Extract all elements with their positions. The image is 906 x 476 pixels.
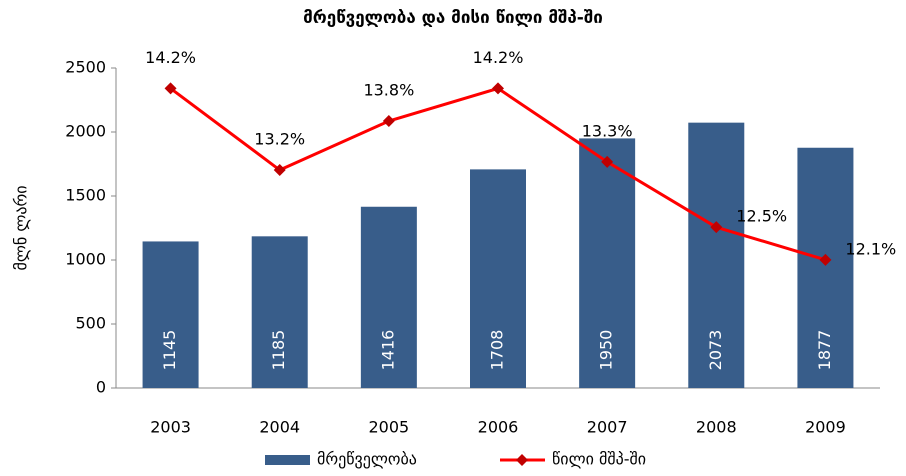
line-marker xyxy=(819,253,832,266)
line-marker xyxy=(164,82,177,95)
legend-swatch xyxy=(265,455,310,465)
x-tick-label: 2005 xyxy=(368,418,409,437)
line-value-label: 14.2% xyxy=(145,48,196,67)
bar xyxy=(470,169,526,388)
bar-value-label: 2073 xyxy=(706,330,725,371)
line-value-label: 12.5% xyxy=(736,207,787,226)
y-axis-label: მლნ ლარი xyxy=(12,185,31,270)
line-value-label: 13.2% xyxy=(254,130,305,149)
bar-value-label: 1708 xyxy=(488,330,507,371)
line-value-label: 12.1% xyxy=(845,239,896,258)
line-marker xyxy=(492,82,504,95)
x-tick-label: 2003 xyxy=(150,418,191,437)
bar xyxy=(579,138,636,388)
line-marker xyxy=(382,115,395,128)
legend-marker xyxy=(516,454,528,466)
bar-value-label: 1950 xyxy=(597,330,616,371)
y-tick-label: 1000 xyxy=(65,250,106,269)
y-tick-label: 500 xyxy=(75,314,106,333)
line-value-label: 14.2% xyxy=(473,48,524,67)
bar xyxy=(797,147,854,388)
y-tick-label: 0 xyxy=(96,378,106,397)
line-value-label: 13.3% xyxy=(582,121,633,140)
bar-value-label: 1416 xyxy=(378,330,397,371)
bar-value-label: 1185 xyxy=(269,330,288,371)
x-tick-label: 2004 xyxy=(259,418,300,437)
line-marker xyxy=(710,221,723,234)
legend-label: მრეწველობა xyxy=(317,450,417,469)
x-tick-label: 2006 xyxy=(478,418,519,437)
bar xyxy=(688,122,745,388)
line-marker xyxy=(601,155,614,168)
bar-value-label: 1145 xyxy=(160,330,179,371)
x-tick-label: 2009 xyxy=(805,418,846,437)
y-tick-label: 1500 xyxy=(65,186,106,205)
y-tick-label: 2500 xyxy=(65,58,106,77)
bar xyxy=(142,241,199,388)
x-tick-label: 2007 xyxy=(587,418,628,437)
legend-label: წილი მშპ-ში xyxy=(552,450,646,469)
bar-value-label: 1877 xyxy=(815,330,834,371)
bar xyxy=(251,236,308,388)
line-value-label: 13.8% xyxy=(363,81,414,100)
x-tick-label: 2008 xyxy=(696,418,737,437)
chart-title: მრეწველობა და მისი წილი მშპ-ში xyxy=(303,8,603,28)
bar xyxy=(360,206,417,388)
y-tick-label: 2000 xyxy=(65,122,106,141)
line-marker xyxy=(273,164,286,177)
